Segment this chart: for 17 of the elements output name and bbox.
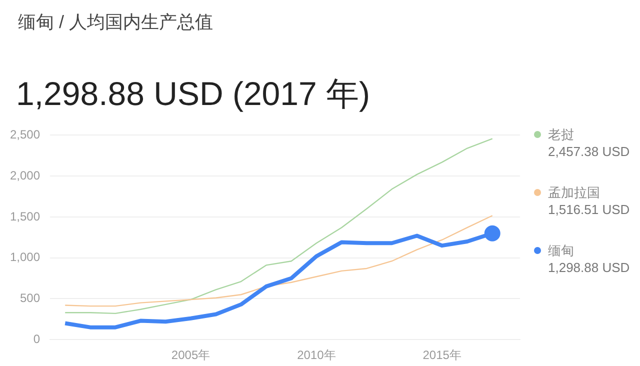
chart-title: 缅甸 / 人均国内生产总值	[18, 11, 214, 34]
y-tick-label: 2,500	[10, 128, 40, 142]
chart-subtitle: 1,298.88 USD (2017 年)	[16, 74, 370, 114]
x-tick-label: 2015年	[422, 348, 462, 362]
text: 1,298.88 USD	[548, 259, 631, 276]
text: 2,457.38 USD	[548, 143, 631, 160]
text: 1,516.51 USD	[548, 201, 631, 218]
y-tick-label: 2,000	[10, 168, 40, 182]
x-tick-label: 2005年	[171, 348, 210, 362]
legend-label: 老挝	[548, 126, 575, 143]
y-tick-label: 1,500	[10, 209, 40, 224]
y-tick-label: 500	[20, 291, 40, 306]
legend-label: 孟加拉国	[548, 184, 601, 201]
y-tick-label: 1,000	[10, 250, 40, 264]
x-tick-label: 2010年	[297, 348, 336, 362]
y-tick-label: 0	[33, 332, 40, 346]
legend-label: 缅甸	[548, 242, 575, 259]
